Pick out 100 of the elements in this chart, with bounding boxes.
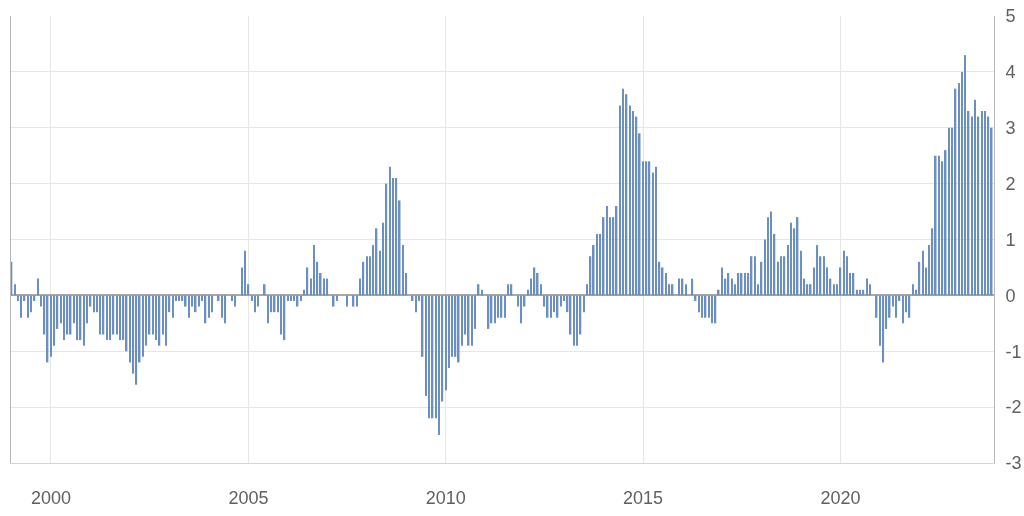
bar — [119, 295, 121, 341]
bar — [93, 295, 95, 313]
bar — [938, 155, 940, 296]
bar — [198, 295, 200, 307]
bar — [224, 295, 227, 324]
bar — [918, 261, 921, 296]
bar — [902, 295, 904, 324]
bar — [823, 256, 825, 296]
bar — [833, 284, 835, 296]
bar — [27, 295, 29, 318]
bar — [165, 295, 167, 346]
bar — [694, 295, 697, 301]
bar — [783, 256, 786, 296]
y-tick-label: -3 — [1005, 453, 1022, 474]
bar — [290, 295, 292, 301]
y-tick-label: 5 — [1005, 6, 1016, 27]
bar — [389, 166, 391, 296]
bar — [859, 289, 861, 296]
bar — [678, 278, 680, 296]
bar — [583, 295, 585, 313]
x-tick-label: 2005 — [228, 487, 269, 508]
bar — [721, 267, 723, 296]
bar — [622, 88, 624, 296]
bar — [922, 250, 924, 296]
bar — [37, 278, 39, 296]
x-tick-label: 2000 — [30, 487, 72, 508]
bar — [981, 110, 983, 296]
bar — [520, 295, 523, 324]
bar — [445, 295, 447, 391]
bar — [974, 99, 976, 296]
bar — [908, 295, 911, 318]
bar — [839, 267, 842, 296]
bar — [106, 295, 108, 341]
bar — [313, 245, 315, 296]
x-tick-label: 2010 — [425, 487, 466, 508]
bar — [109, 295, 111, 341]
bar — [352, 295, 355, 307]
bar — [83, 295, 85, 346]
bar — [323, 278, 325, 296]
bar — [560, 295, 562, 307]
bar — [494, 295, 496, 324]
bar — [596, 233, 598, 296]
y-tick-label: 3 — [1005, 118, 1016, 139]
bar — [481, 289, 483, 296]
bar — [507, 284, 509, 296]
bar — [188, 295, 190, 318]
bar — [20, 295, 23, 318]
bar — [606, 205, 608, 296]
bar — [428, 295, 430, 419]
bar — [504, 295, 506, 318]
bar — [550, 295, 552, 318]
y-tick-label: 2 — [1005, 173, 1016, 194]
bar — [770, 211, 773, 296]
bar — [362, 261, 365, 296]
bar — [135, 295, 138, 385]
bar — [14, 284, 16, 296]
bar — [685, 284, 687, 296]
bar — [402, 245, 404, 296]
bar — [984, 110, 986, 296]
bar — [912, 284, 914, 296]
bar — [142, 295, 144, 357]
bar — [356, 295, 358, 307]
bar — [306, 267, 309, 296]
bar — [843, 250, 845, 296]
bar — [645, 161, 648, 296]
bar — [158, 295, 161, 346]
y-tick-label: 0 — [1005, 285, 1016, 306]
bar — [540, 284, 542, 296]
y-tick-label: 4 — [1005, 62, 1016, 83]
x-tick-label: 2020 — [820, 487, 861, 508]
bar — [800, 250, 802, 296]
bar — [438, 295, 440, 436]
bar — [63, 295, 65, 341]
bar — [790, 222, 792, 296]
bar — [385, 183, 388, 296]
bar — [576, 295, 578, 346]
bar — [50, 295, 52, 357]
bar — [964, 55, 967, 296]
bar — [395, 178, 398, 296]
bar — [665, 273, 667, 296]
bar — [346, 295, 348, 307]
bar — [866, 278, 868, 296]
bar — [856, 289, 858, 296]
bar — [711, 295, 713, 324]
bar — [287, 295, 289, 301]
bar — [648, 161, 651, 296]
bar — [461, 295, 463, 346]
bar — [208, 295, 210, 318]
bar — [754, 256, 756, 296]
bar — [178, 295, 180, 301]
bar — [172, 295, 174, 318]
bar — [500, 295, 503, 318]
y-tick-label: -2 — [1005, 397, 1022, 418]
bar — [934, 155, 937, 296]
bar — [816, 245, 819, 296]
bar — [326, 278, 329, 296]
bar — [629, 105, 631, 296]
bar — [948, 127, 950, 296]
x-tick-label: 2015 — [623, 487, 664, 508]
bar — [234, 295, 236, 307]
